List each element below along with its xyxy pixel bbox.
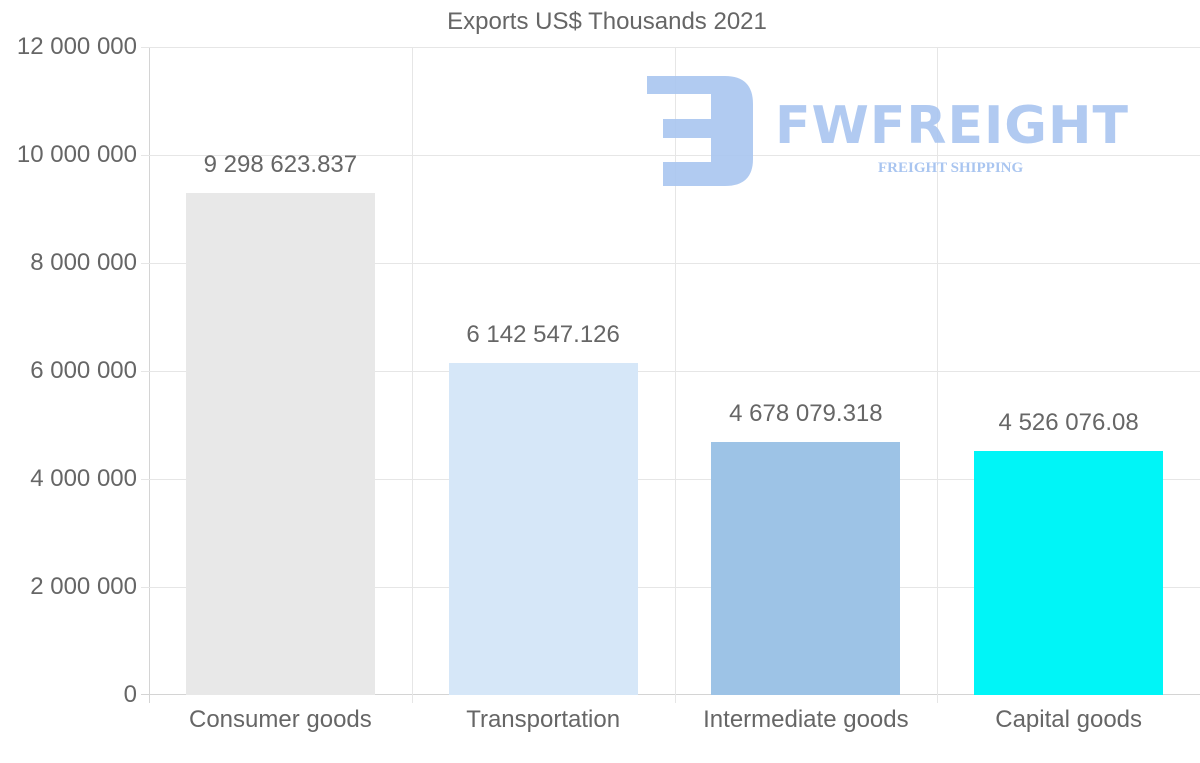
y-tick-label: 4 000 000: [30, 465, 137, 492]
bar-transportation[interactable]: [448, 363, 638, 695]
bar-consumer-goods[interactable]: [185, 192, 375, 695]
x-tick-label: Consumer goods: [188, 706, 372, 733]
bar-capital-goods[interactable]: [974, 450, 1164, 695]
y-tick-label: 6 000 000: [30, 357, 137, 384]
y-tick-label: 8 000 000: [30, 249, 137, 276]
x-axis-line: [141, 694, 1200, 695]
y-gridline: [141, 479, 1200, 480]
x-gridline: [674, 47, 676, 703]
y-gridline: [141, 47, 1200, 48]
y-tick-label: 0: [123, 681, 137, 708]
chart-title: Exports US$ Thousands 2021: [447, 8, 767, 35]
x-gridline: [411, 47, 413, 703]
x-gridline: [937, 47, 939, 703]
bar-value-label: 4 678 079.318: [729, 400, 883, 428]
bar-value-label: 9 298 623.837: [203, 150, 358, 178]
y-tick-label: 2 000 000: [30, 573, 137, 600]
bar-value-label: 6 142 547.126: [466, 321, 620, 349]
y-axis-line: [149, 47, 150, 703]
bar-intermediate-goods[interactable]: [711, 442, 901, 695]
x-tick-label: Intermediate goods: [703, 706, 909, 733]
x-tick-label: Transportation: [466, 706, 621, 733]
y-tick-label: 12 000 000: [16, 33, 137, 60]
y-gridline: [141, 587, 1200, 588]
y-tick-label: 10 000 000: [16, 141, 137, 168]
x-tick-label: Capital goods: [995, 706, 1143, 733]
plot-area: [141, 47, 1200, 703]
y-gridline: [141, 263, 1200, 264]
y-gridline: [141, 371, 1200, 372]
bar-value-label: 4 526 076.08: [998, 408, 1139, 436]
